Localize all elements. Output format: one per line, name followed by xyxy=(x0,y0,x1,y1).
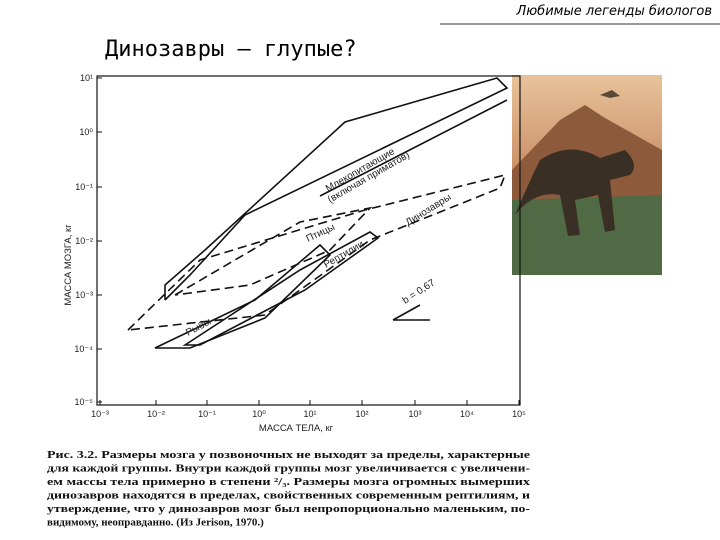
slide-header: Любимые легенды биологов xyxy=(515,4,712,19)
x-tick-label: 10³ xyxy=(408,409,421,419)
slope-marker xyxy=(392,304,430,321)
x-tick-label: 10² xyxy=(355,409,368,419)
x-tick-label: 10⁴ xyxy=(460,409,474,419)
slide-title: Динозавры – глупые? xyxy=(105,37,357,62)
y-tick-label: 10⁻⁴ xyxy=(74,344,93,354)
x-tick-label: 10¹ xyxy=(303,409,316,419)
caption-line: ем массы тела примерно в степени ²/₃. Ра… xyxy=(47,476,531,488)
region-label: Птицы xyxy=(305,222,337,245)
y-tick-label: 10⁻³ xyxy=(75,290,93,300)
reptiles-outline xyxy=(182,231,380,346)
y-axis-label: МАССА МОЗГА, кг xyxy=(63,224,74,306)
y-tick-label: 10⁰ xyxy=(79,127,93,137)
y-tick-label: 10⁻¹ xyxy=(75,182,93,192)
mammals-lower-edge xyxy=(319,99,508,197)
x-axis-label: МАССА ТЕЛА, кг xyxy=(259,423,334,434)
fish-outline xyxy=(154,243,332,349)
dinosaur-illustration xyxy=(512,75,662,275)
region-label: Рыбы xyxy=(184,315,213,338)
y-tick-label: 10¹ xyxy=(80,73,93,83)
caption-line: динозавров находятся в пределах, свойств… xyxy=(47,490,531,502)
regions xyxy=(127,77,509,349)
caption-line: видимому, неоправданно. (Из Jerison, 197… xyxy=(47,517,264,529)
region-label: b = 0,67 xyxy=(401,277,438,306)
x-tick-label: 10⁻³ xyxy=(91,409,109,419)
region-label: Динозавры xyxy=(404,192,454,229)
caption-line: утверждение, что у динозавров мозг был н… xyxy=(47,503,530,515)
caption-line: Рис. 3.2. Размеры мозга у позвоночных не… xyxy=(47,449,530,461)
y-tick-label: 10⁻² xyxy=(75,236,93,246)
x-tick-label: 10⁻² xyxy=(147,409,165,419)
x-tick-label: 10⁵ xyxy=(512,409,526,419)
mammals-outline xyxy=(164,77,509,301)
y-tick-label: 10⁻⁵ xyxy=(75,397,94,407)
x-tick-label: 10⁻¹ xyxy=(198,409,216,419)
caption-line: для каждой группы. Внутри каждой группы … xyxy=(47,463,530,475)
birds-outline xyxy=(174,206,373,296)
x-tick-label: 10⁰ xyxy=(252,409,266,419)
